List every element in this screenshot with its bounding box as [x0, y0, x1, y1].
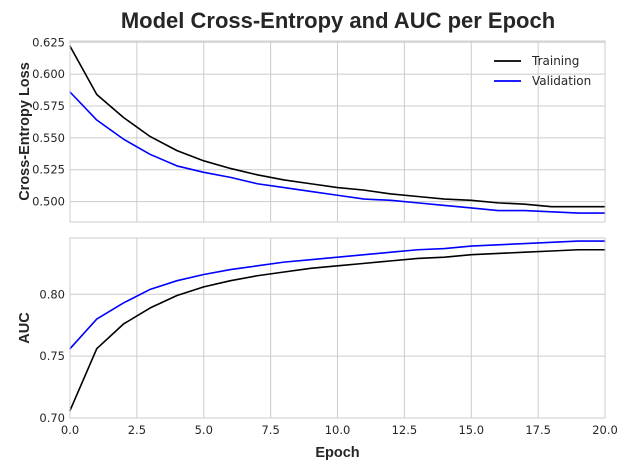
x-tick-label: 20.0: [592, 423, 618, 437]
auc-axes-frame: [69, 237, 606, 419]
x-tick-label: 2.5: [128, 423, 146, 437]
y-tick-label: 0.70: [39, 411, 65, 425]
loss-series: [69, 45, 606, 214]
x-tick-label: 12.5: [392, 423, 418, 437]
legend: Training Validation: [494, 54, 591, 88]
x-tick-label: 0.0: [61, 423, 79, 437]
loss-axes-frame: [69, 40, 606, 223]
y-tick-label: 0.500: [32, 195, 65, 209]
validation-line: [69, 91, 606, 214]
auc-panel: 0.70 0.75 0.80 0.0 2.5 5.0 7.5 10.0 12.5 15.0 17.…: [17, 237, 618, 461]
x-tick-label: 15.0: [458, 423, 484, 437]
loss-y-axis-label: Cross-Entropy Loss: [17, 62, 33, 201]
training-line: [69, 45, 606, 208]
x-axis-label: Epoch: [315, 445, 359, 461]
x-tick-label: 10.0: [325, 423, 351, 437]
y-tick-label: 0.600: [32, 67, 65, 81]
y-tick-label: 0.525: [32, 163, 65, 177]
loss-grid: [69, 41, 606, 222]
x-tick-label: 17.5: [525, 423, 551, 437]
auc-series: [69, 240, 606, 412]
auc-grid: [69, 238, 606, 419]
validation-legend-label: Validation: [532, 74, 591, 88]
loss-y-ticks: 0.500 0.525 0.550 0.575 0.600 0.625: [32, 35, 65, 208]
x-tick-label: 7.5: [261, 423, 279, 437]
chart-title: Model Cross-Entropy and AUC per Epoch: [121, 8, 555, 33]
validation-line: [69, 240, 606, 350]
y-tick-label: 0.80: [39, 287, 65, 301]
auc-y-ticks: 0.70 0.75 0.80: [39, 287, 65, 425]
y-tick-label: 0.575: [32, 99, 65, 113]
y-tick-label: 0.550: [32, 131, 65, 145]
auc-y-axis-label: AUC: [17, 312, 33, 344]
loss-panel: 0.500 0.525 0.550 0.575 0.600 0.625 Cross-Ent…: [17, 35, 606, 223]
x-tick-label: 5.0: [195, 423, 213, 437]
training-legend-label: Training: [531, 54, 579, 68]
training-line: [69, 248, 606, 412]
auc-x-ticks: 0.0 2.5 5.0 7.5 10.0 12.5 15.0 17.5 20.0: [61, 423, 618, 437]
y-tick-label: 0.75: [39, 349, 65, 363]
y-tick-label: 0.625: [32, 35, 65, 49]
